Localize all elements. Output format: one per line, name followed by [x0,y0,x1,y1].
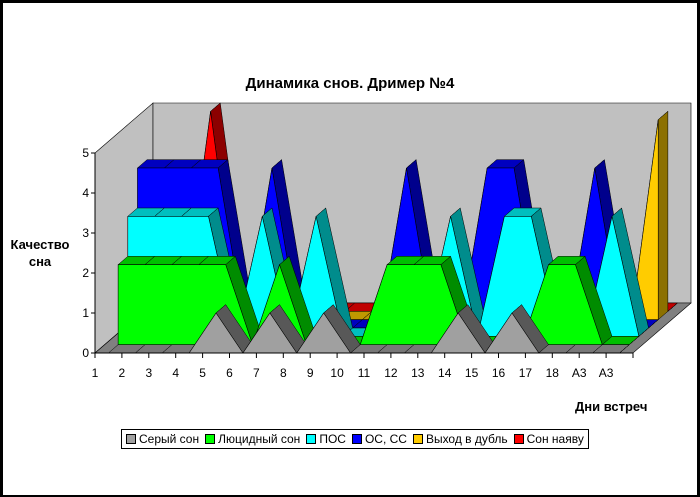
x-tick-label: А3 [572,366,587,380]
legend-item: Сон наяву [513,432,584,446]
x-tick-label: 3 [145,366,152,380]
legend-item: Люцидный сон [205,432,300,446]
y-tick-label: 1 [82,306,89,320]
series-end-cap [667,302,678,312]
legend-swatch [513,434,524,444]
y-axis-label-line1: Качество [10,237,70,252]
series-area [117,263,630,346]
legend-label: ПОС [319,432,346,446]
x-tick-label: 18 [546,366,560,380]
x-tick-label: 13 [411,366,425,380]
x-tick-label: 14 [438,366,452,380]
legend-swatch [126,434,136,444]
x-tick-label: 5 [199,366,206,380]
legend-item: Выход в дубль [412,432,508,446]
legend-swatch [306,434,317,444]
legend-swatch [205,434,216,444]
x-tick-label: 7 [253,366,260,380]
y-tick-label: 5 [82,146,89,160]
legend-label: Сон наяву [526,432,584,446]
series-end-cap [619,344,630,354]
legend-label: Люцидный сон [218,432,301,446]
series-end-cap [629,336,640,345]
legend-swatch [351,434,362,444]
x-tick-label: 2 [119,366,126,380]
x-tick-label: 1 [92,366,99,380]
series-end-cap [638,327,649,337]
y-tick-label: 2 [82,266,89,280]
x-tick-label: 6 [226,366,233,380]
x-tick-label: 16 [492,366,506,380]
x-tick-label: 9 [307,366,314,380]
y-tick-label: 0 [82,346,89,360]
legend-item: Серый сон [126,432,199,446]
x-axis-label: Дни встреч [575,399,648,414]
x-tick-label: 8 [280,366,287,380]
y-axis-label-line2: сна [28,254,52,269]
x-tick-label: 15 [465,366,479,380]
x-tick-label: А3 [599,366,614,380]
x-tick-label: 12 [384,366,398,380]
legend-label: Выход в дубль [425,432,508,446]
legend-swatch [412,434,423,444]
legend-label: Серый сон [139,432,200,446]
legend-item: ОС, СС [351,432,407,446]
legend-item: ПОС [306,432,346,446]
series-end-cap [657,110,669,321]
x-tick-label: 17 [519,366,533,380]
x-tick-label: 11 [358,366,371,380]
legend-label: ОС, СС [364,432,407,446]
x-tick-label: 10 [330,366,344,380]
legend: Серый сон Люцидный сон ПОС ОС, СС Выход в ду… [121,429,589,449]
y-tick-label: 3 [82,226,89,240]
y-axis-label: Качество сна [9,236,71,270]
series-end-cap [648,319,659,329]
chart-title: Динамика снов. Дример №4 [245,75,455,92]
x-tick-label: 4 [172,366,179,380]
y-tick-label: 4 [82,186,89,200]
